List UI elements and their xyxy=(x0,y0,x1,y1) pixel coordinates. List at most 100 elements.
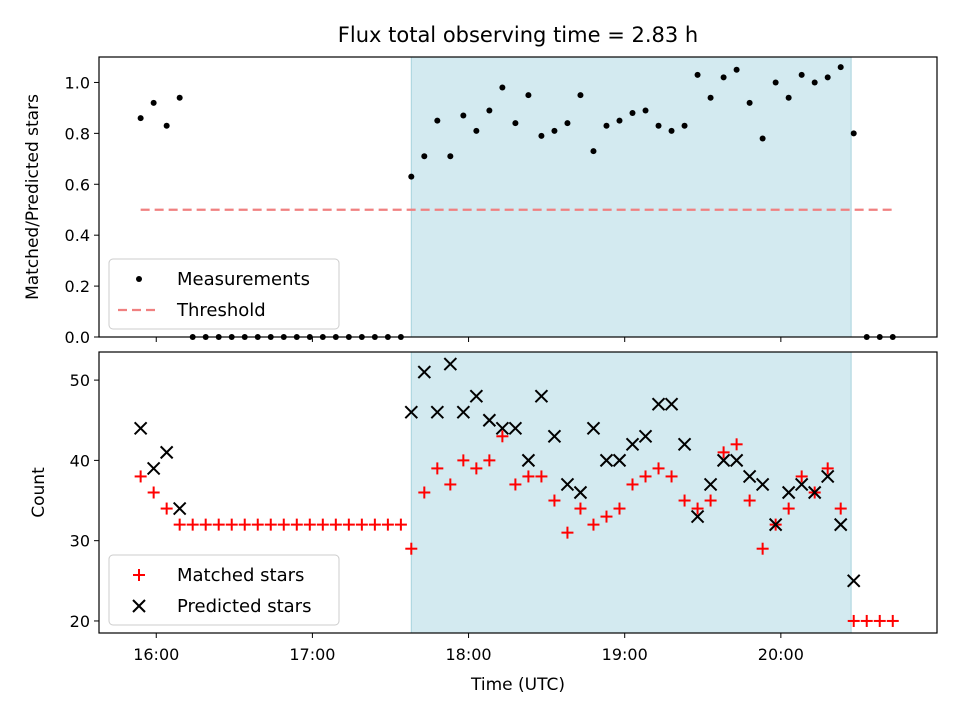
measurement-point xyxy=(798,71,805,78)
predicted-star-point xyxy=(469,389,484,403)
measurement-point xyxy=(642,107,649,114)
ratio-series-layer xyxy=(137,64,896,340)
matched-star-point xyxy=(212,518,225,531)
ratio-y-axis-label: Matched/Predicted stars xyxy=(23,94,43,300)
x-tick-label: 19:00 xyxy=(602,645,648,664)
y-tick-label: 0.8 xyxy=(65,124,90,143)
matched-star-point xyxy=(457,454,470,467)
measurement-point xyxy=(577,92,584,99)
time-x-axis-label: Time (UTC) xyxy=(470,675,565,695)
matched-star-point xyxy=(381,518,394,531)
matched-star-point xyxy=(626,478,639,491)
predicted-star-point xyxy=(495,421,510,435)
predicted-star-point xyxy=(534,389,549,403)
observing-window-shading xyxy=(410,351,852,634)
predicted-star-point xyxy=(781,485,796,500)
matched-star-point xyxy=(652,462,665,475)
matched-star-point xyxy=(199,518,212,531)
measurement-point xyxy=(694,71,701,78)
measurement-point xyxy=(772,79,779,86)
count-plot-frame xyxy=(98,351,938,634)
ratio-plot-frame xyxy=(98,56,938,338)
matched-star-point xyxy=(342,518,355,531)
legend-box xyxy=(108,258,340,330)
matched-star-point xyxy=(225,518,238,531)
predicted-star-point xyxy=(625,437,640,452)
matched-star-point xyxy=(535,470,548,483)
matched-star-point xyxy=(251,518,264,531)
measurement-point xyxy=(564,120,571,127)
matched-star-point xyxy=(704,494,717,507)
measurement-point xyxy=(811,79,818,86)
predicted-star-point xyxy=(417,365,432,379)
y-tick-label: 0.0 xyxy=(65,328,90,347)
predicted-star-point xyxy=(755,477,770,492)
matched-star-point xyxy=(160,502,173,515)
matched-star-point xyxy=(574,502,587,515)
measurement-point xyxy=(525,92,532,99)
predicted-star-point xyxy=(690,509,705,524)
measurement-point xyxy=(707,94,714,101)
predicted-star-point xyxy=(794,477,809,492)
legend-label: Threshold xyxy=(176,300,266,321)
measurement-point xyxy=(137,115,144,122)
matched-star-point xyxy=(886,614,899,627)
measurement-point xyxy=(551,127,558,134)
y-tick-label: 1.0 xyxy=(65,73,90,92)
matched-star-point xyxy=(847,614,860,627)
y-tick-label: 20 xyxy=(70,612,90,631)
ratio-x-ticks xyxy=(155,337,782,342)
matched-star-point xyxy=(483,454,496,467)
y-tick-label: 40 xyxy=(70,451,90,470)
matched-star-point xyxy=(639,470,652,483)
predicted-star-point xyxy=(547,429,562,444)
predicted-star-point xyxy=(729,453,744,468)
predicted-star-point xyxy=(742,469,757,484)
matched-star-point xyxy=(405,542,418,555)
observing-window-shading xyxy=(410,56,852,338)
x-tick-label: 20:00 xyxy=(758,645,804,664)
matched-star-point xyxy=(873,614,886,627)
measurement-point xyxy=(421,153,428,160)
count-panel: 20 30 40 50 16:00 17:00 18:00 19:00 20:00 Count… xyxy=(29,351,938,695)
legend-marker-plus xyxy=(133,569,145,581)
predicted-star-point xyxy=(521,453,536,468)
y-tick-label: 0.4 xyxy=(65,226,90,245)
ratio-panel: 0.0 0.2 0.4 0.6 0.8 1.0 Flux total observing … xyxy=(23,23,938,347)
predicted-star-point xyxy=(768,517,783,532)
matched-star-point xyxy=(691,502,704,515)
predicted-star-point xyxy=(430,405,445,419)
x-tick-label: 16:00 xyxy=(133,645,179,664)
legend-marker-dot xyxy=(136,276,142,282)
measurement-point xyxy=(668,127,675,134)
legend-label: Measurements xyxy=(177,269,310,290)
predicted-star-point xyxy=(834,517,848,532)
predicted-star-point xyxy=(847,574,861,588)
measurement-point xyxy=(176,94,183,101)
matched-star-point xyxy=(186,518,199,531)
predicted-star-point xyxy=(807,485,822,500)
matched-star-point xyxy=(717,446,730,459)
predicted-star-point xyxy=(159,445,174,460)
matched-star-point xyxy=(834,502,847,515)
predicted-star-point xyxy=(443,357,458,371)
count-y-axis-label: Count xyxy=(29,467,49,518)
matched-star-point xyxy=(368,518,381,531)
measurement-point xyxy=(408,173,415,180)
measurement-point xyxy=(733,66,740,73)
measurement-point xyxy=(150,99,157,106)
legend-label: Predicted stars xyxy=(177,596,311,617)
matched-star-point xyxy=(316,518,329,531)
matched-star-point xyxy=(277,518,290,531)
x-tick-label: 18:00 xyxy=(445,645,491,664)
matched-star-point xyxy=(290,518,303,531)
count-series-layer xyxy=(133,357,899,627)
matched-star-point xyxy=(561,526,574,539)
y-tick-label: 0.2 xyxy=(65,277,90,296)
matched-star-point xyxy=(613,502,626,515)
predicted-star-point xyxy=(573,485,588,500)
predicted-star-point xyxy=(456,405,471,419)
measurement-point xyxy=(616,117,623,124)
measurement-point xyxy=(681,122,688,129)
measurement-point xyxy=(759,135,766,142)
